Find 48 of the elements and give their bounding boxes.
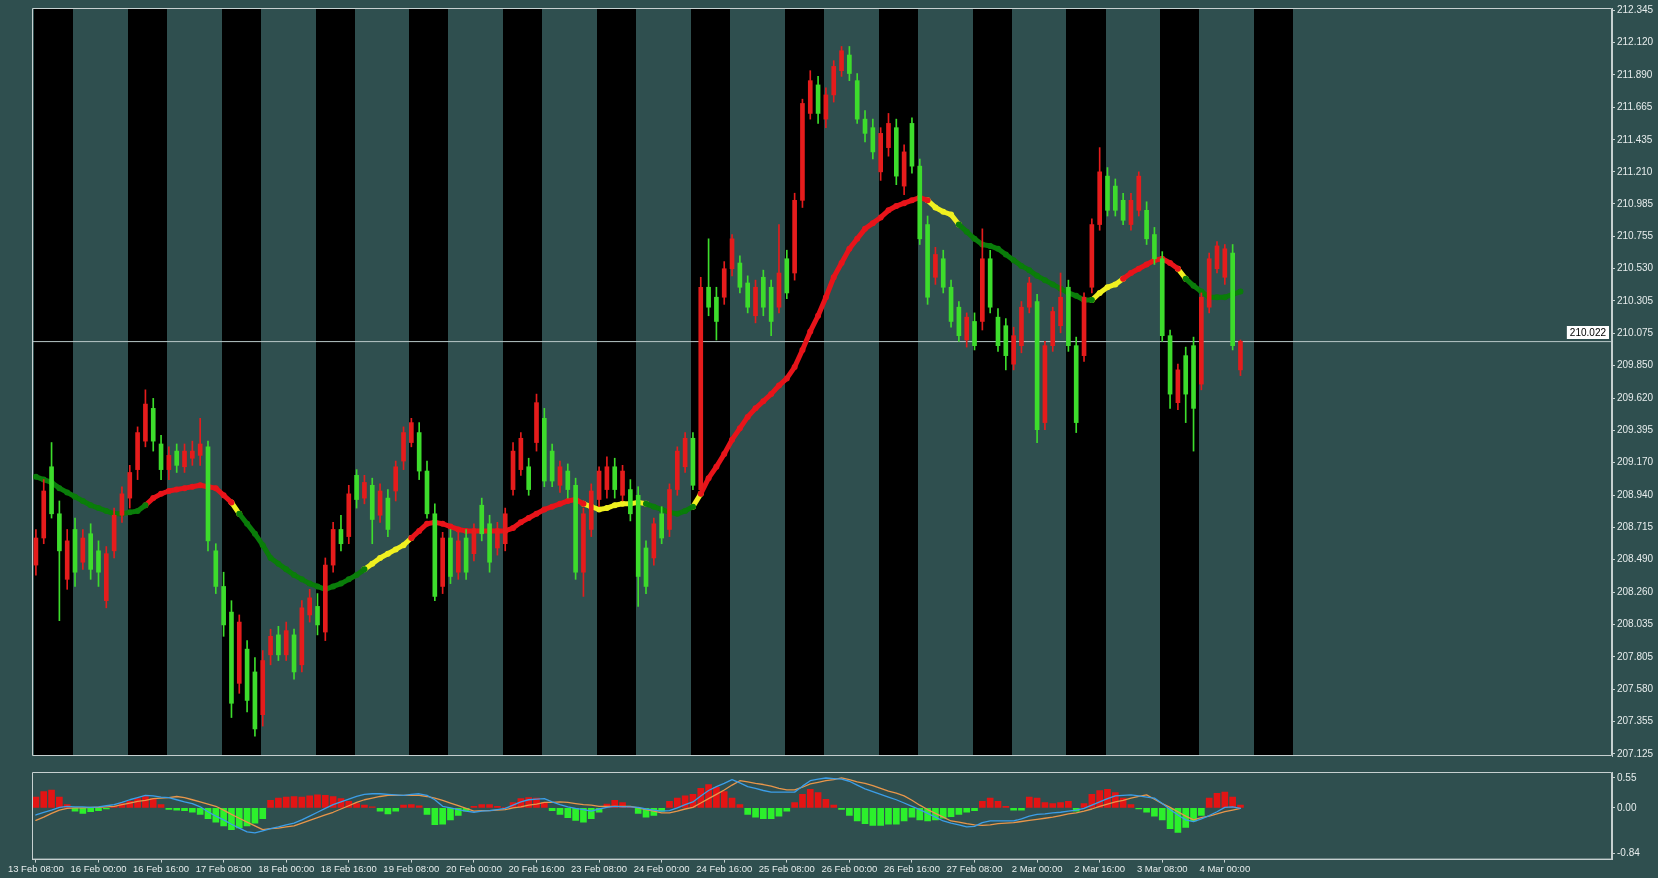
y-tick-label: 209.850 xyxy=(1617,359,1654,371)
x-tick-label: 2 Mar 00:00 xyxy=(1011,862,1063,874)
y-tick-label: 207.125 xyxy=(1617,747,1654,759)
y-tick-label: 207.580 xyxy=(1617,682,1654,694)
y-tick-label: 0.00 xyxy=(1617,801,1637,813)
x-tick-label: 13 Feb 08:00 xyxy=(7,862,64,874)
x-tick-label: 16 Feb 00:00 xyxy=(70,862,127,874)
x-tick-label: 20 Feb 16:00 xyxy=(508,862,565,874)
y-tick-label: 210.755 xyxy=(1617,230,1654,242)
x-tick-label: 2 Mar 16:00 xyxy=(1074,862,1126,874)
x-tick-label: 26 Feb 00:00 xyxy=(821,862,878,874)
x-tick-label: 24 Feb 00:00 xyxy=(633,862,690,874)
y-tick-label: 208.940 xyxy=(1617,489,1654,501)
y-tick-label: 208.260 xyxy=(1617,585,1654,597)
x-tick-label: 20 Feb 00:00 xyxy=(445,862,502,874)
x-tick-label: 19 Feb 08:00 xyxy=(383,862,440,874)
x-tick-label: 27 Feb 08:00 xyxy=(946,862,1003,874)
y-tick-label: 211.890 xyxy=(1617,68,1653,80)
y-tick-label: 211.210 xyxy=(1617,165,1653,177)
y-tick-label: 208.715 xyxy=(1617,521,1654,533)
y-tick-label: 210.305 xyxy=(1617,294,1654,306)
y-tick-label: 212.120 xyxy=(1617,35,1654,47)
y-tick-label: 209.170 xyxy=(1617,456,1654,468)
x-tick-label: 17 Feb 08:00 xyxy=(195,862,252,874)
y-tick-label: 209.620 xyxy=(1617,392,1654,404)
x-tick-label: 24 Feb 16:00 xyxy=(696,862,753,874)
x-tick-label: 25 Feb 08:00 xyxy=(758,862,815,874)
y-tick-label: 210.530 xyxy=(1617,262,1654,274)
x-tick-label: 26 Feb 16:00 xyxy=(883,862,940,874)
y-tick-label: 207.355 xyxy=(1617,714,1654,726)
y-tick-label: 211.435 xyxy=(1617,133,1653,145)
x-tick-label: 18 Feb 00:00 xyxy=(258,862,315,874)
y-tick-label: -0.84 xyxy=(1617,847,1641,859)
x-tick-label: 18 Feb 16:00 xyxy=(320,862,377,874)
y-tick-label: 212.345 xyxy=(1617,3,1654,15)
y-tick-label: 210.985 xyxy=(1617,197,1654,209)
y-tick-label: 208.035 xyxy=(1617,617,1654,629)
y-tick-label: 207.805 xyxy=(1617,650,1654,662)
x-tick-label: 23 Feb 08:00 xyxy=(571,862,628,874)
ref-line-label: 210.022 xyxy=(1569,326,1607,338)
x-tick-label: 16 Feb 16:00 xyxy=(133,862,190,874)
x-tick-label: 4 Mar 00:00 xyxy=(1199,862,1251,874)
y-tick-label: 0.55 xyxy=(1617,771,1637,783)
y-tick-label: 211.665 xyxy=(1617,100,1653,112)
y-tick-label: 208.490 xyxy=(1617,553,1654,565)
x-tick-label: 3 Mar 08:00 xyxy=(1136,862,1188,874)
y-tick-label: 210.075 xyxy=(1617,327,1654,339)
y-tick-label: 209.395 xyxy=(1617,424,1654,436)
